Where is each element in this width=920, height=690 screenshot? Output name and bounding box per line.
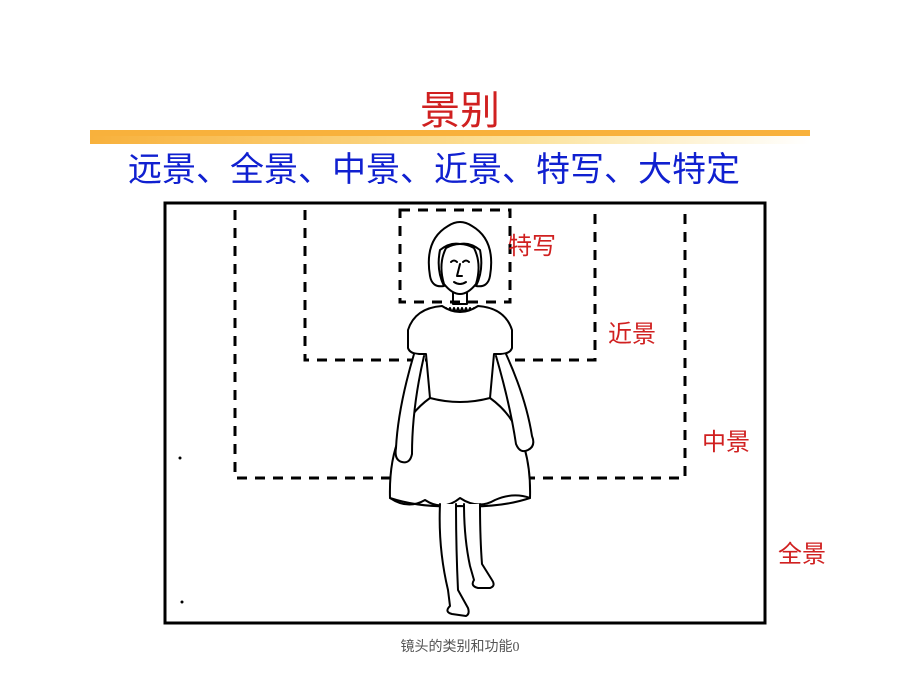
diagram-svg (160, 198, 770, 628)
shot-scale-diagram (160, 198, 770, 628)
label-near: 近景 (608, 314, 656, 349)
slide-footer: 镜头的类别和功能0 (401, 636, 520, 656)
label-closeup: 特写 (508, 226, 556, 261)
label-medium: 中景 (702, 422, 750, 457)
label-full: 全景 (778, 534, 826, 569)
slide-title: 景别 (420, 78, 500, 136)
shot-types-list: 远景、全景、中景、近景、特写、大特定 (128, 142, 740, 191)
